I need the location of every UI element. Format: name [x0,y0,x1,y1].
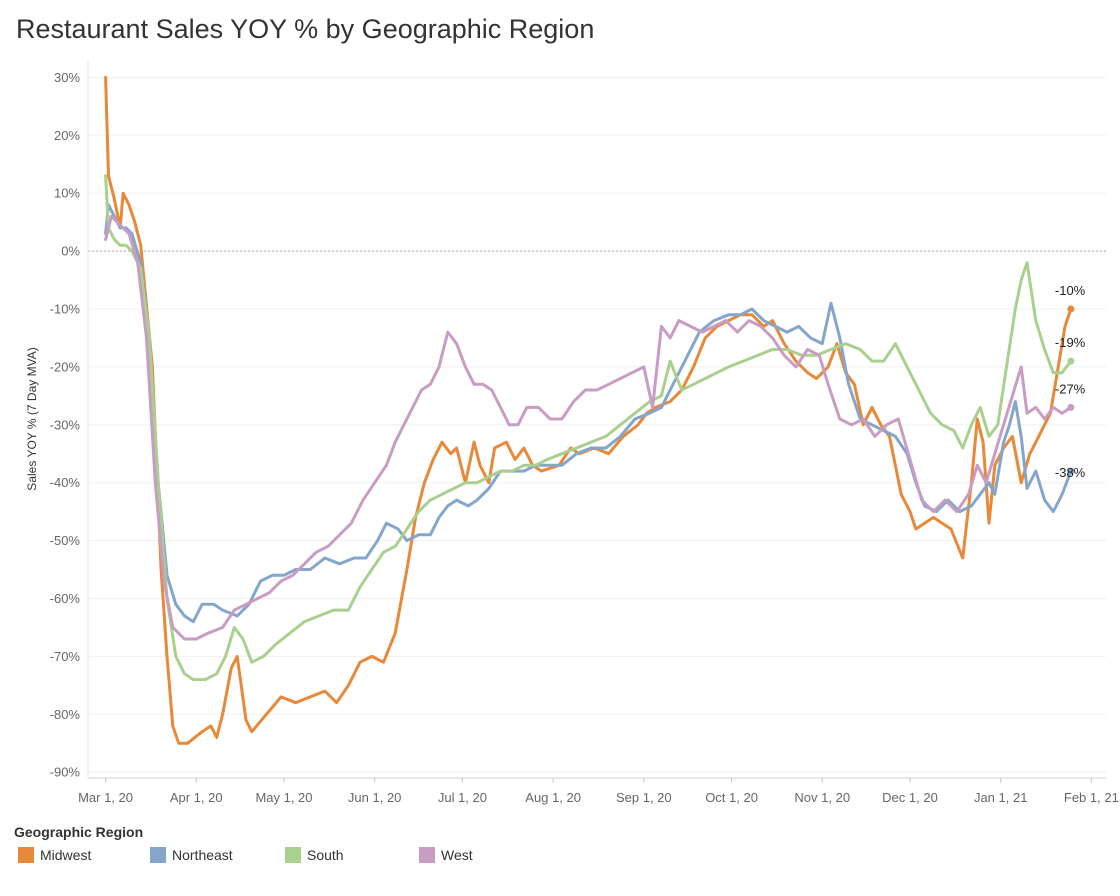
x-tick-label: Apr 1, 20 [170,790,223,805]
legend-label-northeast: Northeast [172,847,233,863]
legend-swatch-west [419,847,435,863]
series-line-west[interactable] [104,214,1073,641]
x-tick-label: Dec 1, 20 [882,790,938,805]
y-tick-label: 0% [61,244,80,259]
line-chart: 30% 20% 10% 0% -10% -20% -30% -40% -50% -60% -70% -… [25,60,1119,805]
series-lines [104,75,1075,745]
x-tick-label: Oct 1, 20 [705,790,758,805]
end-point-west[interactable] [1067,403,1075,411]
legend-item-south[interactable]: South [285,846,344,864]
legend-label-south: South [307,847,344,863]
legend-label-midwest: Midwest [40,847,92,863]
y-tick-label: -70% [50,649,81,664]
y-tick-label: -10% [50,301,81,316]
y-axis-title: Sales YOY % (7 Day MVA) [25,347,39,490]
end-label-south: -19% [1055,335,1086,350]
grid-lines [88,76,1106,773]
end-labels: -10% -38% -19% -27% [1055,283,1086,480]
x-tick-label: Aug 1, 20 [525,790,581,805]
y-tick-label: 10% [54,186,80,201]
y-tick-label: -60% [50,591,81,606]
y-tick-label: -20% [50,359,81,374]
x-tick-label: May 1, 20 [255,790,312,805]
x-tick-label: Feb 1, 21 [1064,790,1119,805]
series-line-south[interactable] [104,174,1073,682]
x-tick-label: Mar 1, 20 [78,790,133,805]
legend-title: Geographic Region [14,824,144,840]
y-tick-label: -30% [50,417,81,432]
x-tick-label: Nov 1, 20 [794,790,850,805]
series-line-midwest[interactable] [104,75,1073,745]
end-label-northeast: -38% [1055,465,1086,480]
chart-title: Restaurant Sales YOY % by Geographic Reg… [16,14,595,44]
axes: 30% 20% 10% 0% -10% -20% -30% -40% -50% -60% -70% -… [25,60,1119,805]
y-tick-label: 30% [54,70,80,85]
legend-label-west: West [441,847,473,863]
legend-swatch-midwest [18,847,34,863]
y-tick-label: -50% [50,533,81,548]
x-tick-label: Jan 1, 21 [974,790,1028,805]
y-tick-label: -80% [50,707,81,722]
y-tick-label: -40% [50,475,81,490]
y-tick-label: -90% [50,765,81,780]
end-point-south[interactable] [1067,357,1075,365]
x-tick-label: Sep 1, 20 [616,790,672,805]
x-tick-label: Jun 1, 20 [348,790,402,805]
legend-item-west[interactable]: West [419,846,473,864]
legend-swatch-south [285,847,301,863]
legend: Geographic Region Midwest Northeast Sout… [14,824,1104,874]
y-tick-label: 20% [54,128,80,143]
x-tick-label: Jul 1, 20 [438,790,487,805]
series-line-northeast[interactable] [104,203,1073,624]
end-label-midwest: -10% [1055,283,1086,298]
legend-item-midwest[interactable]: Midwest [18,846,91,864]
end-label-west: -27% [1055,381,1086,396]
end-point-northeast[interactable] [1067,467,1075,475]
end-point-midwest[interactable] [1067,305,1075,313]
legend-swatch-northeast [150,847,166,863]
legend-item-northeast[interactable]: Northeast [150,846,233,864]
